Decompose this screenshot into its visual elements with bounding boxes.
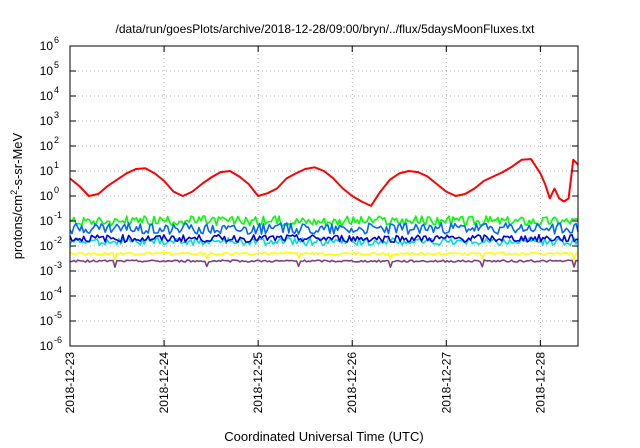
series-layer xyxy=(69,158,579,269)
y-tick-label: 10 xyxy=(40,164,54,178)
y-tick-label-exponent: -6 xyxy=(54,335,62,345)
x-tick-label: 2018-12-23 xyxy=(63,352,77,414)
y-tick-label: 10 xyxy=(40,239,54,253)
x-axis-ticks: 2018-12-23 2018-12-24 2018-12-25 2018-12-26… xyxy=(63,46,547,413)
y-tick-label: 10 xyxy=(40,114,54,128)
y-tick-label: 10 xyxy=(40,64,54,78)
y-tick-label: 10 xyxy=(40,39,54,53)
y-tick-label-exponent: 4 xyxy=(54,85,59,95)
y-axis-label-sup: 2 xyxy=(9,190,19,195)
x-tick-label: 2018-12-26 xyxy=(345,352,359,414)
y-tick-label-exponent: -3 xyxy=(54,260,62,270)
series-line xyxy=(69,259,579,269)
y-tick-label-exponent: 3 xyxy=(54,110,59,120)
series-line xyxy=(69,158,579,207)
y-tick-label: 10 xyxy=(40,214,54,228)
series-line xyxy=(69,237,579,247)
x-tick-label: 2018-12-27 xyxy=(439,352,453,414)
x-tick-label: 2018-12-28 xyxy=(533,352,547,414)
series-line xyxy=(69,251,579,261)
y-tick-label-exponent: -2 xyxy=(54,235,62,245)
y-tick-label-exponent: -4 xyxy=(54,285,62,295)
x-tick-label: 2018-12-24 xyxy=(157,352,171,414)
y-axis-ticks: 10 -610 -510 -410 -310 -210 -110 010 110 210 310 41… xyxy=(40,35,578,353)
y-tick-label-exponent: 2 xyxy=(54,135,59,145)
series-line xyxy=(69,215,579,227)
series-line xyxy=(69,222,579,235)
y-tick-label: 10 xyxy=(40,89,54,103)
grid-lines xyxy=(70,46,578,346)
y-axis-label-pre: protons/cm xyxy=(10,195,25,259)
y-tick-label-exponent: 1 xyxy=(54,160,59,170)
y-tick-label-exponent: 6 xyxy=(54,35,59,45)
series-line xyxy=(69,233,579,243)
y-tick-label: 10 xyxy=(40,264,54,278)
y-tick-label-exponent: -1 xyxy=(54,210,62,220)
y-tick-label: 10 xyxy=(40,139,54,153)
y-tick-label: 10 xyxy=(40,339,54,353)
y-tick-label: 10 xyxy=(40,189,54,203)
y-tick-label-exponent: -5 xyxy=(54,310,62,320)
y-tick-label: 10 xyxy=(40,314,54,328)
y-axis-label-post: -s-sr-MeV xyxy=(10,132,25,189)
x-tick-label: 2018-12-25 xyxy=(251,352,265,414)
x-axis-label: Coordinated Universal Time (UTC) xyxy=(224,429,423,444)
y-tick-label: 10 xyxy=(40,289,54,303)
y-tick-label-exponent: 5 xyxy=(54,60,59,70)
y-tick-label-exponent: 0 xyxy=(54,185,59,195)
y-axis-label: protons/cm2-s-sr-MeV xyxy=(9,132,25,259)
chart-title: /data/run/goesPlots/archive/2018-12-28/0… xyxy=(116,22,536,36)
